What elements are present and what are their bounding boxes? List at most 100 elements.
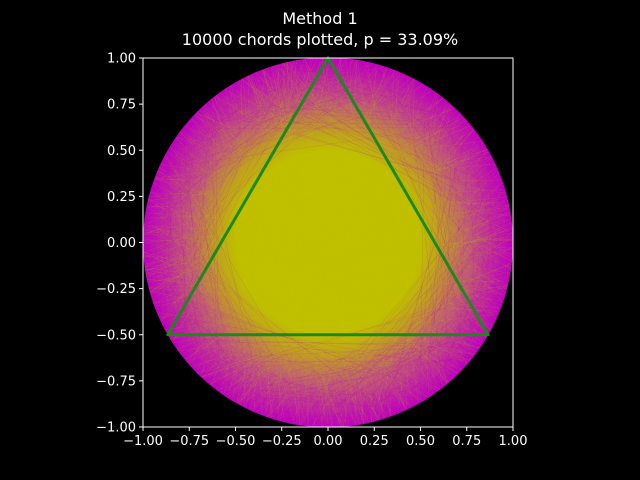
chord-line: [492, 158, 502, 306]
chord-line: [147, 144, 172, 284]
chord-line: [500, 177, 503, 305]
chord-line: [419, 82, 513, 249]
chord-line: [152, 301, 159, 317]
chord-line: [412, 78, 507, 194]
chord-line: [296, 58, 316, 61]
x-tick-label: −1.00: [123, 434, 163, 449]
chord-line: [310, 352, 477, 427]
chord-line: [312, 58, 407, 76]
chord-line: [365, 61, 502, 306]
chord-line: [421, 83, 466, 366]
chord-line: [264, 304, 503, 417]
chord-line: [165, 153, 329, 428]
chord-line: [159, 139, 175, 320]
chord-line: [176, 135, 190, 365]
chord-line: [289, 61, 409, 77]
chord-line: [143, 226, 176, 347]
chord-line: [222, 394, 407, 410]
chord-line: [269, 67, 415, 80]
chord-line: [198, 291, 507, 375]
chord-line: [444, 105, 453, 386]
chord-line: [395, 70, 490, 153]
chord-line: [435, 92, 488, 149]
chord-line: [380, 417, 385, 420]
chord-line: [151, 60, 300, 298]
chord-line: [224, 57, 335, 91]
chord-line: [143, 109, 200, 226]
chord-line: [449, 103, 469, 363]
chord-line: [411, 77, 513, 226]
chord-line: [448, 102, 510, 207]
chord-line: [143, 255, 284, 422]
chord-line: [184, 125, 238, 404]
chord-line: [143, 228, 242, 406]
chord-line: [445, 364, 467, 385]
chord-line: [459, 112, 508, 287]
chord-line: [417, 362, 469, 405]
chord-line: [144, 204, 148, 221]
chord-line: [280, 406, 414, 421]
chord-line: [182, 127, 473, 129]
chord-line: [326, 170, 499, 428]
chord-line: [149, 292, 443, 388]
chord-line: [261, 69, 467, 121]
chord-line: [161, 152, 167, 163]
chord-line: [143, 57, 325, 237]
chord-line: [148, 286, 216, 389]
chord-line: [430, 375, 456, 396]
chord-line: [396, 341, 485, 414]
chord-line: [495, 303, 503, 321]
chord-line: [464, 233, 513, 367]
chord-line: [145, 271, 303, 426]
x-tick-label: 0.00: [314, 434, 343, 449]
chord-line: [487, 203, 509, 336]
chord-line: [319, 215, 512, 427]
chord-line: [150, 189, 202, 378]
chord-line: [144, 218, 194, 369]
chord-line: [427, 86, 494, 161]
chord-line: [143, 199, 149, 237]
chord-line: [249, 74, 466, 119]
chord-line: [195, 370, 334, 428]
chord-line: [325, 57, 453, 106]
chord-line: [178, 133, 188, 363]
chord-line: [458, 122, 469, 374]
chord-line: [167, 334, 362, 425]
chord-line: [158, 108, 201, 168]
inscribed-triangle: [166, 56, 490, 337]
chord-line: [235, 402, 318, 427]
chord-line: [144, 218, 389, 417]
chord-line: [223, 394, 295, 425]
chord-line: [491, 156, 506, 192]
chord-line: [427, 120, 468, 399]
chord-line: [145, 140, 175, 212]
chord-line: [143, 187, 152, 231]
chord-line: [382, 123, 470, 419]
chord-line: [156, 103, 207, 174]
chord-line: [193, 369, 341, 427]
chord-line: [388, 283, 509, 418]
chord-line: [382, 66, 461, 114]
chord-line: [182, 128, 209, 384]
chord-line: [219, 92, 509, 203]
chord-line: [167, 58, 313, 335]
chord-line: [298, 177, 502, 425]
chord-line: [335, 376, 455, 428]
chord-line: [143, 221, 168, 334]
chord-line: [246, 76, 506, 191]
chord-line: [255, 72, 513, 224]
chord-line: [148, 178, 155, 287]
chord-line: [146, 95, 216, 206]
chord-line: [450, 103, 492, 156]
chord-line: [144, 219, 209, 384]
chord-line: [290, 277, 510, 424]
chord-line: [251, 74, 444, 99]
chord-line: [178, 133, 219, 392]
chord-line: [186, 360, 470, 362]
chord-line: [296, 60, 460, 113]
chord-line: [177, 118, 192, 135]
chord-line: [238, 355, 475, 404]
chord-line: [144, 102, 209, 219]
chord-line: [160, 61, 294, 322]
chord-line: [282, 421, 352, 426]
